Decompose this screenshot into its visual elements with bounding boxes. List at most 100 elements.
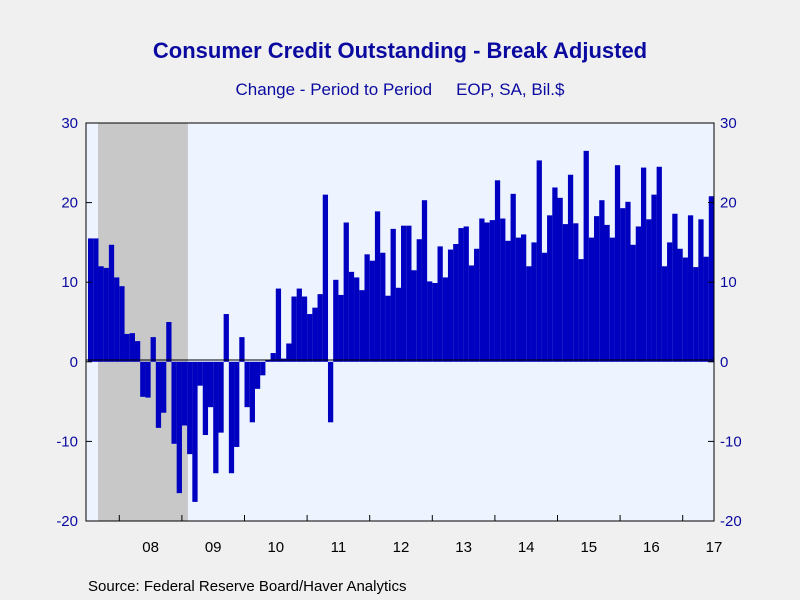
bar bbox=[474, 248, 480, 362]
bar bbox=[108, 244, 115, 362]
bar bbox=[479, 218, 485, 362]
bar bbox=[333, 279, 339, 362]
x-tick-label: 16 bbox=[643, 539, 660, 556]
bar bbox=[640, 167, 647, 362]
axes-group: -20 -20 -10 -10 0 0 10 10 20 20 30 30 08 09 10 11 12 13 14… bbox=[56, 115, 741, 556]
bar bbox=[134, 341, 141, 362]
subtitle-left: Change - Period to Period bbox=[235, 80, 433, 99]
bar bbox=[93, 238, 99, 362]
bar bbox=[573, 223, 579, 362]
source-note: Source: Federal Reserve Board/Haver Anal… bbox=[88, 578, 407, 595]
bar bbox=[171, 361, 177, 444]
bar bbox=[234, 361, 240, 447]
bar bbox=[630, 244, 636, 362]
bar bbox=[416, 239, 422, 362]
bar bbox=[374, 211, 381, 362]
bar bbox=[296, 288, 302, 362]
bar bbox=[447, 249, 454, 362]
bar bbox=[228, 361, 235, 474]
x-tick-label: 17 bbox=[706, 539, 723, 556]
bar bbox=[275, 288, 282, 362]
bars-group bbox=[88, 150, 715, 502]
bar bbox=[124, 333, 130, 362]
bar bbox=[155, 361, 162, 428]
bar bbox=[672, 213, 678, 362]
bar bbox=[510, 193, 516, 362]
bar bbox=[119, 286, 125, 362]
bar bbox=[520, 234, 527, 362]
bar bbox=[421, 200, 428, 362]
y-tick-label-right: 30 bbox=[720, 115, 737, 132]
bar bbox=[583, 150, 589, 362]
chart-title: Consumer Credit Outstanding - Break Adju… bbox=[152, 38, 648, 63]
bar bbox=[249, 361, 255, 423]
bar bbox=[202, 361, 209, 436]
x-tick-label: 12 bbox=[393, 539, 410, 556]
bar bbox=[698, 219, 704, 362]
bar bbox=[260, 361, 266, 376]
bar bbox=[536, 160, 542, 362]
bar bbox=[505, 240, 511, 362]
bar bbox=[166, 322, 172, 362]
bar bbox=[567, 174, 574, 362]
bar bbox=[161, 361, 167, 413]
bar bbox=[103, 267, 109, 362]
x-tick-label: 15 bbox=[580, 539, 597, 556]
bar bbox=[541, 252, 548, 362]
bar bbox=[515, 237, 522, 362]
y-tick-label-left: -20 bbox=[56, 513, 78, 530]
bar bbox=[489, 220, 495, 362]
bar bbox=[181, 361, 188, 426]
bar bbox=[693, 267, 699, 362]
bar bbox=[322, 194, 329, 362]
bar bbox=[270, 353, 276, 362]
bar bbox=[312, 307, 318, 362]
bar bbox=[301, 296, 308, 362]
bar bbox=[129, 333, 135, 362]
bar bbox=[442, 277, 448, 362]
bar bbox=[176, 361, 182, 494]
x-tick-label: 13 bbox=[455, 539, 472, 556]
y-tick-label-left: 0 bbox=[70, 354, 78, 371]
bar bbox=[286, 343, 292, 362]
chart-subtitle: Change - Period to Period EOP, SA, Bil.$ bbox=[0, 80, 800, 100]
x-tick-label: 14 bbox=[518, 539, 535, 556]
bar bbox=[432, 283, 438, 362]
bar bbox=[557, 197, 563, 362]
bar bbox=[651, 194, 657, 362]
y-tick-label-left: 20 bbox=[61, 195, 78, 212]
bar bbox=[98, 266, 104, 362]
bar bbox=[395, 287, 402, 362]
bar bbox=[562, 224, 568, 362]
bar bbox=[223, 314, 229, 362]
bar bbox=[401, 225, 407, 362]
bar bbox=[453, 243, 459, 362]
bar bbox=[380, 252, 386, 362]
bar bbox=[625, 201, 631, 362]
bar bbox=[88, 238, 94, 362]
bar bbox=[192, 361, 198, 502]
bar bbox=[599, 200, 605, 362]
x-tick-label: 10 bbox=[267, 539, 284, 556]
bar bbox=[682, 257, 688, 362]
bar bbox=[244, 361, 250, 408]
bar bbox=[609, 237, 615, 362]
y-tick-label-left: 30 bbox=[61, 115, 78, 132]
bar bbox=[197, 361, 203, 386]
bar bbox=[594, 216, 600, 362]
bar bbox=[354, 277, 360, 362]
bar bbox=[145, 361, 151, 398]
bar bbox=[484, 222, 490, 362]
bar bbox=[291, 296, 297, 362]
bar bbox=[359, 290, 365, 362]
bar bbox=[646, 219, 652, 362]
bar bbox=[327, 361, 334, 423]
bar bbox=[150, 337, 156, 362]
bar bbox=[661, 266, 668, 362]
bar bbox=[458, 228, 464, 362]
bar bbox=[317, 294, 323, 362]
bar bbox=[578, 259, 584, 362]
bar bbox=[213, 361, 219, 474]
bar bbox=[239, 337, 245, 362]
